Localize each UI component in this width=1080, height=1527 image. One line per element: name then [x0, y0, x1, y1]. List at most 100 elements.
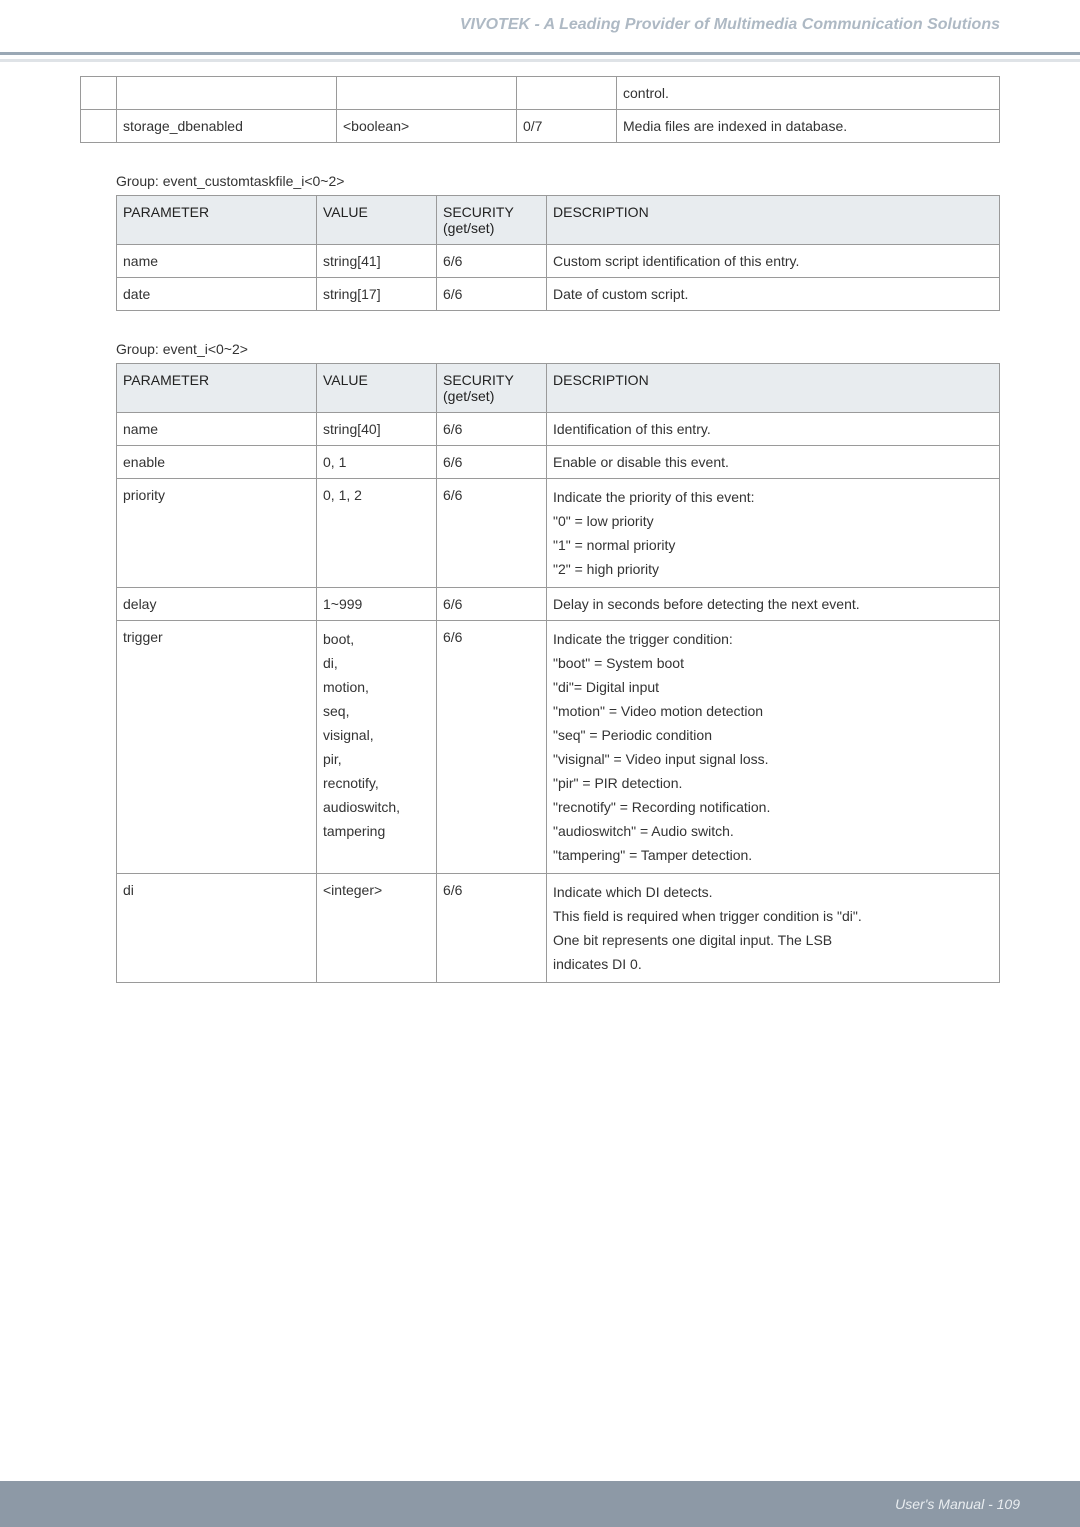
cell-desc: Identification of this entry.	[547, 413, 1000, 446]
value-line: visignal,	[323, 727, 430, 743]
value-line: recnotify,	[323, 775, 430, 791]
cell-empty	[337, 77, 517, 110]
desc-line: indicates DI 0.	[553, 956, 993, 972]
cell-param: delay	[117, 588, 317, 621]
cell-security: 6/6	[437, 413, 547, 446]
value-line: tampering	[323, 823, 430, 839]
header-title: VIVOTEK - A Leading Provider of Multimed…	[460, 16, 1000, 34]
page-header: VIVOTEK - A Leading Provider of Multimed…	[0, 0, 1080, 55]
cell-security: 0/7	[517, 110, 617, 143]
footer-text: User's Manual - 109	[895, 1496, 1020, 1512]
table-2: PARAMETER VALUE SECURITY (get/set) DESCR…	[116, 195, 1000, 311]
value-line: boot,	[323, 631, 430, 647]
cell-security: 6/6	[437, 446, 547, 479]
cell-value: 0, 1, 2	[317, 479, 437, 588]
col-security-line1: SECURITY	[443, 204, 540, 220]
table-1: control. storage_dbenabled <boolean> 0/7…	[80, 76, 1000, 143]
table-3: PARAMETER VALUE SECURITY (get/set) DESCR…	[116, 363, 1000, 983]
cell-security: 6/6	[437, 245, 547, 278]
desc-line: "audioswitch" = Audio switch.	[553, 823, 993, 839]
cell-desc: Indicate which DI detects. This field is…	[547, 874, 1000, 983]
table-row: trigger boot, di, motion, seq, visignal,…	[117, 621, 1000, 874]
value-line: di,	[323, 655, 430, 671]
col-value: VALUE	[317, 364, 437, 413]
value-line: pir,	[323, 751, 430, 767]
cell-desc: Indicate the priority of this event: "0"…	[547, 479, 1000, 588]
table-row: di <integer> 6/6 Indicate which DI detec…	[117, 874, 1000, 983]
desc-line: "tampering" = Tamper detection.	[553, 847, 993, 863]
cell-security: 6/6	[437, 588, 547, 621]
cell-param: date	[117, 278, 317, 311]
table-header-row: PARAMETER VALUE SECURITY (get/set) DESCR…	[117, 364, 1000, 413]
col-parameter: PARAMETER	[117, 196, 317, 245]
desc-line: One bit represents one digital input. Th…	[553, 932, 993, 948]
col-security-line2: (get/set)	[443, 220, 540, 236]
col-security: SECURITY (get/set)	[437, 196, 547, 245]
desc-line: "visignal" = Video input signal loss.	[553, 751, 993, 767]
cell-param: name	[117, 413, 317, 446]
cell-desc: Custom script identification of this ent…	[547, 245, 1000, 278]
table-row: control.	[81, 77, 1000, 110]
table-row: name string[40] 6/6 Identification of th…	[117, 413, 1000, 446]
table-row: priority 0, 1, 2 6/6 Indicate the priori…	[117, 479, 1000, 588]
cell-security: 6/6	[437, 874, 547, 983]
desc-line: "1" = normal priority	[553, 537, 993, 553]
desc-line: "di"= Digital input	[553, 679, 993, 695]
cell-value: <boolean>	[337, 110, 517, 143]
cell-param: di	[117, 874, 317, 983]
table-row: name string[41] 6/6 Custom script identi…	[117, 245, 1000, 278]
cell-value: 0, 1	[317, 446, 437, 479]
cell-value: boot, di, motion, seq, visignal, pir, re…	[317, 621, 437, 874]
document-page: VIVOTEK - A Leading Provider of Multimed…	[0, 0, 1080, 1527]
table-header-row: PARAMETER VALUE SECURITY (get/set) DESCR…	[117, 196, 1000, 245]
group-label-2: Group: event_customtaskfile_i<0~2>	[116, 173, 1000, 189]
cell-value: string[40]	[317, 413, 437, 446]
desc-line: Indicate the priority of this event:	[553, 489, 993, 505]
col-value: VALUE	[317, 196, 437, 245]
col-security: SECURITY (get/set)	[437, 364, 547, 413]
cell-security: 6/6	[437, 479, 547, 588]
cell-value: string[41]	[317, 245, 437, 278]
page-footer: User's Manual - 109	[0, 1481, 1080, 1527]
desc-line: Indicate the trigger condition:	[553, 631, 993, 647]
value-line: seq,	[323, 703, 430, 719]
desc-line: "pir" = PIR detection.	[553, 775, 993, 791]
value-line: audioswitch,	[323, 799, 430, 815]
cell-desc: control.	[617, 77, 1000, 110]
table-row: enable 0, 1 6/6 Enable or disable this e…	[117, 446, 1000, 479]
cell-empty	[81, 110, 117, 143]
desc-line: This field is required when trigger cond…	[553, 908, 993, 924]
value-line: motion,	[323, 679, 430, 695]
cell-value: string[17]	[317, 278, 437, 311]
table-row: delay 1~999 6/6 Delay in seconds before …	[117, 588, 1000, 621]
desc-line: "recnotify" = Recording notification.	[553, 799, 993, 815]
table-row: date string[17] 6/6 Date of custom scrip…	[117, 278, 1000, 311]
cell-security: 6/6	[437, 621, 547, 874]
desc-line: Indicate which DI detects.	[553, 884, 993, 900]
col-security-line1: SECURITY	[443, 372, 540, 388]
group-label-3: Group: event_i<0~2>	[116, 341, 1000, 357]
table-1-container: control. storage_dbenabled <boolean> 0/7…	[116, 76, 1000, 143]
cell-empty	[517, 77, 617, 110]
col-description: DESCRIPTION	[547, 196, 1000, 245]
cell-desc: Media files are indexed in database.	[617, 110, 1000, 143]
cell-param: name	[117, 245, 317, 278]
cell-param: storage_dbenabled	[117, 110, 337, 143]
cell-desc: Delay in seconds before detecting the ne…	[547, 588, 1000, 621]
page-content: control. storage_dbenabled <boolean> 0/7…	[0, 76, 1080, 983]
cell-value: 1~999	[317, 588, 437, 621]
table-row: storage_dbenabled <boolean> 0/7 Media fi…	[81, 110, 1000, 143]
col-parameter: PARAMETER	[117, 364, 317, 413]
cell-empty	[81, 77, 117, 110]
cell-empty	[117, 77, 337, 110]
desc-line: "0" = low priority	[553, 513, 993, 529]
cell-param: enable	[117, 446, 317, 479]
cell-param: priority	[117, 479, 317, 588]
header-underline	[0, 59, 1080, 62]
cell-value: <integer>	[317, 874, 437, 983]
desc-line: "boot" = System boot	[553, 655, 993, 671]
cell-param: trigger	[117, 621, 317, 874]
cell-desc: Date of custom script.	[547, 278, 1000, 311]
desc-line: "seq" = Periodic condition	[553, 727, 993, 743]
cell-desc: Enable or disable this event.	[547, 446, 1000, 479]
